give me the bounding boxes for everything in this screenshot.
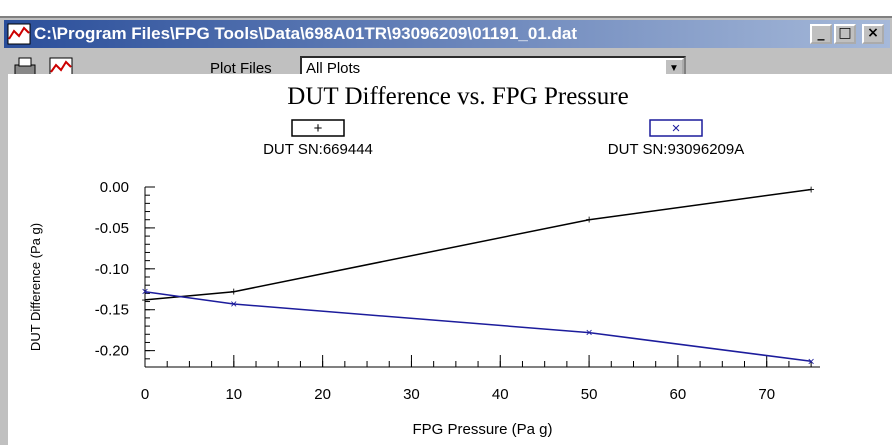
legend-label: DUT SN:93096209A <box>608 141 744 158</box>
y-tick-label: -0.10 <box>95 261 129 278</box>
y-tick-label: -0.20 <box>95 343 129 360</box>
y-tick-label: -0.05 <box>95 220 129 237</box>
point-marker: + <box>586 213 593 227</box>
legend-label: DUT SN:669444 <box>263 141 373 158</box>
plot-background <box>8 74 892 445</box>
x-tick-label: 50 <box>581 386 598 403</box>
plot-files-label: Plot Files <box>210 60 272 77</box>
point-marker: + <box>141 293 148 307</box>
maximize-button[interactable]: □ <box>834 24 856 44</box>
x-axis-label: FPG Pressure (Pa g) <box>412 421 552 438</box>
x-tick-label: 70 <box>758 386 775 403</box>
combo-value: All Plots <box>306 60 361 77</box>
x-tick-label: 0 <box>141 386 149 403</box>
legend-swatch <box>649 119 703 137</box>
series-line <box>144 290 812 363</box>
point-marker: × <box>230 297 237 311</box>
point-marker: × <box>808 354 815 368</box>
title-bar: C:\Program Files\FPG Tools\Data\698A01TR… <box>4 20 890 48</box>
point-marker: + <box>230 285 237 299</box>
close-button[interactable]: × <box>862 24 884 44</box>
point-marker: × <box>586 326 593 340</box>
minimize-button[interactable]: _ <box>810 24 832 44</box>
point-marker: + <box>808 182 815 196</box>
series-line <box>144 188 812 301</box>
chart-title: DUT Difference vs. FPG Pressure <box>287 83 628 110</box>
y-axis-label: DUT Difference (Pa g) <box>28 223 43 351</box>
y-tick-label: -0.15 <box>95 302 129 319</box>
window-title: C:\Program Files\FPG Tools\Data\698A01TR… <box>34 24 578 43</box>
legend-swatch <box>291 119 345 137</box>
y-tick-label: 0.00 <box>100 179 129 196</box>
x-tick-label: 20 <box>314 386 331 403</box>
legend-marker: × <box>672 120 681 137</box>
app-icon <box>7 23 31 45</box>
chart: DUT Difference vs. FPG Pressure 0.00 -0.0… <box>8 74 892 445</box>
x-tick-label: 60 <box>670 386 687 403</box>
x-tick-label: 40 <box>492 386 509 403</box>
x-tick-label: 30 <box>403 386 420 403</box>
point-marker: × <box>141 285 148 299</box>
x-tick-label: 10 <box>225 386 242 403</box>
legend-marker: + <box>314 120 323 137</box>
